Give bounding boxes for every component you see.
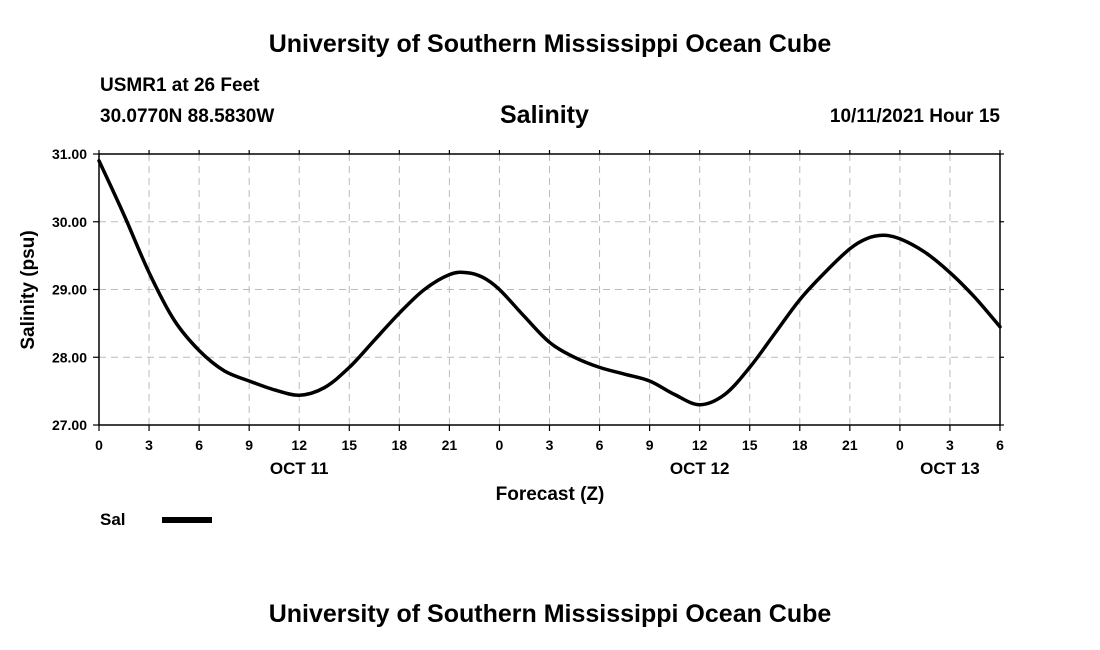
x-axis-ticks: 0 3 6 9 12 15 18 21 0 3 6 9 12 15 18 21 0 3 6 OCT 11 OCT 12 O…: [95, 150, 1004, 478]
x-tick-label: 18: [792, 437, 808, 453]
chart-title: Salinity: [500, 101, 589, 129]
forecast-date: 10/11/2021 Hour 15: [829, 106, 1000, 127]
footer-title: University of Southern Mississippi Ocean…: [268, 600, 832, 628]
x-tick-label: 0: [95, 437, 103, 453]
x-tick-label: 18: [392, 437, 408, 453]
y-tick-label: 30.00: [52, 214, 87, 230]
x-axis-label: Forecast (Z): [496, 484, 605, 505]
salinity-line: [97, 159, 1002, 407]
x-day-label: OCT 12: [670, 459, 730, 478]
x-tick-label: 9: [646, 437, 654, 453]
y-tick-label: 27.00: [52, 417, 87, 433]
salinity-chart: 0 3 6 9 12 15 18 21 0 3 6 9 12 15 18 21 0 3 6 OCT 11 OCT 12 O…: [18, 146, 1004, 529]
x-tick-label: 15: [341, 437, 357, 453]
x-tick-label: 6: [195, 437, 203, 453]
station-label: USMR1 at 26 Feet: [100, 75, 260, 96]
x-day-label: OCT 11: [270, 459, 329, 478]
y-axis-label: Salinity (psu): [18, 230, 39, 349]
x-tick-label: 6: [596, 437, 604, 453]
x-tick-label: 3: [946, 437, 954, 453]
x-tick-label: 21: [442, 437, 458, 453]
x-tick-label: 3: [546, 437, 554, 453]
y-axis-ticks: 27.00 28.00 29.00 30.00 31.00: [52, 146, 1004, 433]
x-tick-label: 15: [742, 437, 758, 453]
x-day-label: OCT 13: [920, 459, 980, 478]
x-tick-label: 6: [996, 437, 1004, 453]
station-coordinates: 30.0770N 88.5830W: [100, 106, 275, 127]
x-tick-label: 0: [496, 437, 504, 453]
y-tick-label: 29.00: [52, 282, 87, 298]
legend-label: Sal: [100, 510, 126, 529]
x-tick-label: 21: [842, 437, 858, 453]
x-tick-label: 12: [291, 437, 307, 453]
header-title: University of Southern Mississippi Ocean…: [268, 30, 832, 58]
x-tick-label: 3: [145, 437, 153, 453]
y-tick-label: 28.00: [52, 349, 87, 365]
x-tick-label: 12: [692, 437, 708, 453]
x-tick-label: 9: [245, 437, 253, 453]
x-tick-label: 0: [896, 437, 904, 453]
chart-grid: [99, 154, 1000, 425]
y-tick-label: 31.00: [52, 146, 87, 162]
